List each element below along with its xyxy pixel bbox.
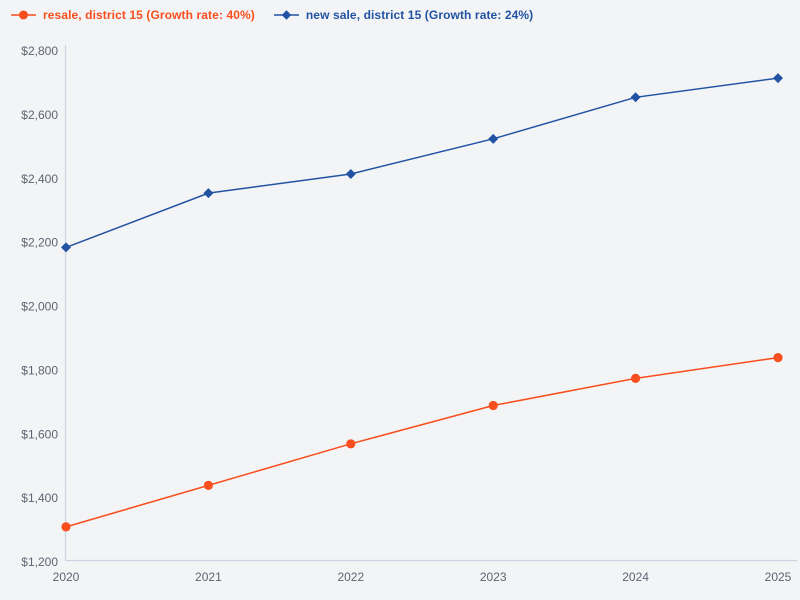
y-tick-label: $2,800 <box>21 44 58 58</box>
legend-item-new-sale[interactable]: new sale, district 15 (Growth rate: 24%) <box>273 8 533 22</box>
legend-marker-diamond-icon <box>273 10 299 20</box>
y-tick-label: $2,000 <box>21 300 58 314</box>
data-point-diamond <box>203 188 214 199</box>
data-point-circle <box>631 373 641 383</box>
x-tick-label: 2025 <box>765 570 792 584</box>
x-tick-label: 2022 <box>337 570 364 584</box>
legend-marker-circle-icon <box>11 10 36 20</box>
data-point-diamond <box>61 242 71 253</box>
chart-legend: resale, district 15 (Growth rate: 40%) n… <box>10 8 551 22</box>
x-tick-label: 2023 <box>480 570 507 584</box>
y-tick-label: $1,200 <box>21 555 58 569</box>
legend-item-resale[interactable]: resale, district 15 (Growth rate: 40%) <box>10 8 255 22</box>
legend-label-new-sale: new sale, district 15 (Growth rate: 24%) <box>305 8 534 22</box>
data-point-diamond <box>488 133 499 144</box>
y-tick-label: $1,400 <box>21 491 58 505</box>
data-point-circle <box>488 400 498 411</box>
series-line-circle <box>65 356 779 528</box>
y-tick-label: $2,200 <box>21 236 58 250</box>
y-tick-label: $1,600 <box>21 427 58 441</box>
data-point-circle <box>346 439 356 449</box>
data-point-diamond <box>773 73 783 84</box>
y-tick-label: $2,600 <box>21 108 58 122</box>
x-tick-label: 2021 <box>195 570 222 584</box>
y-tick-label: $1,800 <box>21 363 58 377</box>
series-line-diamond <box>65 77 779 249</box>
data-point-circle <box>203 480 213 490</box>
data-point-diamond <box>630 92 641 103</box>
x-tick-label: 2020 <box>53 570 80 584</box>
legend-label-resale: resale, district 15 (Growth rate: 40%) <box>43 8 255 22</box>
data-point-circle <box>61 522 71 532</box>
data-point-circle <box>773 353 783 363</box>
x-tick-label: 2024 <box>622 570 649 584</box>
data-point-diamond <box>345 168 356 179</box>
y-tick-label: $2,400 <box>21 172 58 186</box>
